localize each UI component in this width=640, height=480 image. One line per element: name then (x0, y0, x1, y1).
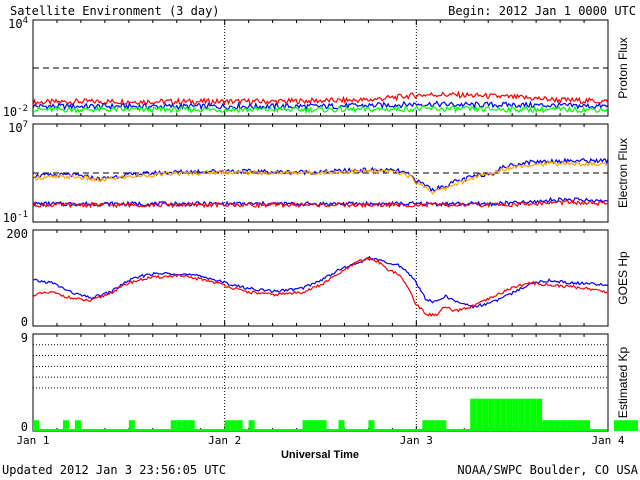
series-line-proton-blue (32, 100, 609, 112)
kp-bar (176, 420, 183, 431)
begin-time: Begin: 2012 Jan 1 0000 UTC (448, 4, 636, 18)
kp-bar (188, 420, 195, 431)
kp-bar (530, 398, 537, 431)
series-line-hp-blue (32, 255, 609, 309)
kp-bar (625, 420, 632, 431)
kp-bar (470, 398, 477, 431)
kp-bar (613, 420, 620, 431)
series-line-proton-red (32, 90, 609, 107)
kp-bar (494, 398, 501, 431)
kp-bar (302, 420, 309, 431)
kp-bar (230, 420, 237, 431)
kp-bar (74, 420, 81, 431)
kp-bar (128, 420, 135, 431)
series-line-electron-red (32, 199, 609, 209)
kp-bar (476, 398, 483, 431)
panel-hp: 200 0 GOES Hp (6, 227, 630, 329)
kp-bar (572, 420, 579, 431)
y-tick-label-kp: 0 (21, 420, 28, 434)
updated-time: Updated 2012 Jan 3 23:56:05 UTC (2, 463, 226, 477)
kp-bar (488, 398, 495, 431)
kp-bar (619, 420, 626, 431)
kp-bar (428, 420, 435, 431)
kp-bar (314, 420, 321, 431)
kp-bar (512, 398, 519, 431)
y-tick-label-kp: 9 (21, 331, 28, 345)
series-line-electron-orange (32, 160, 609, 195)
kp-bar (578, 420, 585, 431)
kp-bar (631, 420, 638, 431)
kp-bar (554, 420, 561, 431)
y-axis-label-proton: Proton Flux (616, 37, 630, 98)
y-axis-label-kp: Estimated Kp (616, 346, 630, 418)
y-tick-label-hp: 200 (6, 227, 28, 241)
y-axis-label-hp: GOES Hp (616, 251, 630, 305)
x-tick-label: Jan 1 (16, 434, 49, 447)
panel-frame-hp (32, 229, 609, 327)
kp-bar (548, 420, 555, 431)
kp-bar (368, 420, 375, 431)
kp-bar (33, 420, 39, 431)
series-line-electron-blue (32, 157, 609, 193)
y-tick-label-electron: 107 (8, 120, 28, 135)
kp-bar (506, 398, 513, 431)
x-tick-label: Jan 2 (208, 434, 241, 447)
chart-title: Satellite Environment (3 day) (10, 4, 220, 18)
panel-proton: 104 10-2 Proton Flux (3, 16, 630, 119)
y-tick-label-hp: 0 (21, 315, 28, 329)
y-tick-label-proton: 10-2 (3, 104, 28, 119)
kp-bar (434, 420, 441, 431)
y-tick-label-electron: 10-1 (3, 210, 28, 225)
kp-bar (224, 420, 231, 431)
kp-bar (566, 420, 573, 431)
kp-bar (500, 398, 507, 431)
kp-bar (482, 398, 489, 431)
kp-baseline (34, 429, 607, 431)
panel-frame-proton (32, 19, 609, 117)
kp-bar (536, 398, 543, 431)
kp-bar (542, 420, 549, 431)
panel-electron: 107 10-1 Electron Flux (3, 120, 630, 225)
y-tick-label-proton: 104 (8, 16, 28, 31)
y-axis-label-electron: Electron Flux (616, 138, 630, 208)
x-tick-label: Jan 3 (400, 434, 433, 447)
kp-bar (236, 420, 243, 431)
kp-bar (524, 398, 531, 431)
panel-kp: 9 0 Estimated Kp (21, 331, 638, 434)
series-line-hp-red (32, 256, 609, 318)
series-line-electron-blue (32, 196, 609, 208)
kp-bar (182, 420, 189, 431)
kp-bar (320, 420, 327, 431)
kp-bar (308, 420, 315, 431)
kp-bar (440, 420, 447, 431)
source-credit: NOAA/SWPC Boulder, CO USA (457, 463, 638, 477)
x-axis-title: Universal Time (281, 449, 359, 461)
kp-bar (338, 420, 345, 431)
kp-bar (584, 420, 591, 431)
kp-bar (248, 420, 255, 431)
series-line-proton-green (32, 104, 609, 115)
kp-bar (560, 420, 567, 431)
kp-bar (422, 420, 429, 431)
kp-bar (518, 398, 525, 431)
kp-bar (62, 420, 69, 431)
x-tick-label: Jan 4 (591, 434, 624, 447)
kp-bar (170, 420, 177, 431)
